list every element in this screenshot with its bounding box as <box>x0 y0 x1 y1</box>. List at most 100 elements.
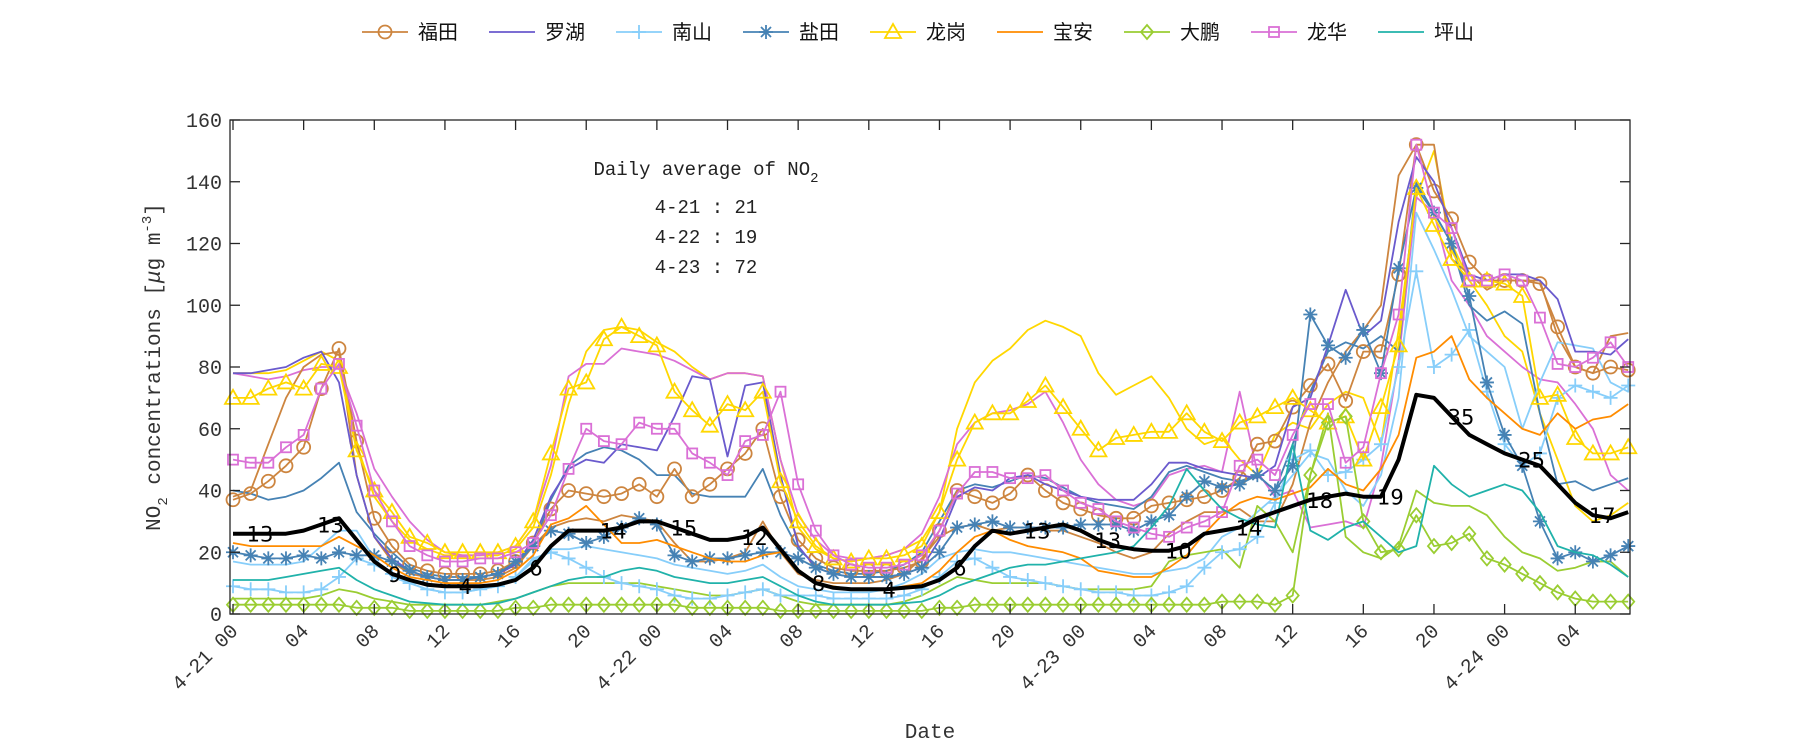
data-point <box>1426 360 1441 374</box>
point-labels-group: 13 13 9 4 6 14 15 12 8 4 6 13 13 10 14 18 19 35 25 17 <box>247 405 1616 602</box>
data-point <box>508 599 523 617</box>
data-point <box>1567 359 1583 375</box>
data-point <box>1618 437 1638 455</box>
point-label: 8 <box>812 572 825 596</box>
data-point <box>243 486 259 501</box>
point-label: 18 <box>1306 489 1333 513</box>
data-point <box>862 561 875 574</box>
data-point <box>1092 503 1105 515</box>
data-point <box>1230 412 1250 430</box>
data-point <box>541 443 561 461</box>
data-point <box>720 599 735 617</box>
legend-label: 盐田 <box>799 20 839 44</box>
data-point <box>685 599 700 617</box>
data-point <box>629 326 649 344</box>
legend-marker <box>759 25 773 39</box>
data-point <box>788 511 808 529</box>
legend-item-4: 龙岗 <box>870 20 966 44</box>
data-point <box>1320 338 1335 353</box>
data-point <box>1462 288 1477 303</box>
legend-item-8: 坪山 <box>1378 20 1474 44</box>
series-line <box>232 335 1629 591</box>
data-point <box>809 524 822 537</box>
data-point <box>421 549 434 562</box>
annotation-title: Daily average of NO2 <box>593 159 818 187</box>
legend-marker <box>883 22 903 39</box>
data-point <box>1534 311 1546 324</box>
data-point <box>366 510 382 526</box>
data-point <box>1445 222 1458 234</box>
data-point <box>667 548 682 563</box>
data-point <box>985 495 1000 511</box>
data-point <box>914 560 929 575</box>
data-point <box>932 545 947 560</box>
point-label: 6 <box>953 557 966 581</box>
series-5 <box>232 335 1629 591</box>
data-point <box>614 596 629 614</box>
point-label: 4 <box>882 578 895 602</box>
data-point <box>1481 274 1493 287</box>
data-point <box>1550 319 1565 335</box>
data-point <box>1091 517 1106 532</box>
legend-label: 龙华 <box>1307 20 1347 44</box>
data-point <box>386 515 398 528</box>
data-point <box>682 400 702 418</box>
data-point <box>808 560 823 575</box>
data-point <box>296 548 311 563</box>
data-point <box>226 579 241 594</box>
series-line <box>232 143 1629 575</box>
legend-item-1: 罗湖 <box>489 20 585 44</box>
data-point <box>1587 351 1599 364</box>
data-point <box>1532 514 1547 529</box>
data-point <box>244 456 257 469</box>
data-point <box>1303 466 1318 484</box>
point-label: 19 <box>1377 486 1404 510</box>
data-point <box>1197 596 1212 614</box>
data-point <box>594 329 614 347</box>
data-point <box>914 602 929 620</box>
data-point <box>473 602 488 620</box>
series-3 <box>226 180 1636 588</box>
data-point <box>1021 472 1034 485</box>
data-point <box>1515 565 1530 583</box>
data-point <box>417 533 437 550</box>
data-point <box>985 560 1000 575</box>
data-point <box>1550 390 1565 405</box>
data-point <box>1020 520 1035 535</box>
data-point <box>1498 268 1511 281</box>
point-label: 15 <box>671 517 698 541</box>
data-point <box>258 378 278 396</box>
data-point <box>1621 378 1636 393</box>
legend-marker <box>377 24 393 40</box>
x-tick-label: 4-22 00 <box>592 621 668 697</box>
data-point <box>876 548 897 566</box>
data-point <box>650 422 663 435</box>
x-tick-label: 08 <box>776 621 809 654</box>
data-point <box>1424 215 1444 232</box>
data-point <box>1212 431 1232 448</box>
data-point <box>314 596 329 614</box>
data-point <box>879 602 894 620</box>
data-point <box>861 569 876 584</box>
data-point <box>933 524 946 537</box>
data-point <box>262 456 275 469</box>
data-point <box>968 466 981 478</box>
data-point <box>1265 397 1285 415</box>
data-point <box>596 596 612 614</box>
series-line <box>233 443 1629 606</box>
x-tick-label: 4-24 00 <box>1440 621 1516 697</box>
data-point <box>949 599 965 617</box>
data-point <box>1603 548 1618 563</box>
data-point <box>667 461 682 477</box>
series-group <box>223 137 1638 620</box>
data-point <box>1233 459 1246 472</box>
x-tick-label: 12 <box>1270 621 1303 654</box>
data-point <box>1215 480 1230 495</box>
data-point <box>1585 554 1600 569</box>
x-tick-label: 08 <box>352 621 385 654</box>
data-point <box>1428 206 1440 219</box>
data-point <box>827 549 840 562</box>
data-point <box>844 569 859 584</box>
data-point <box>1250 468 1265 483</box>
